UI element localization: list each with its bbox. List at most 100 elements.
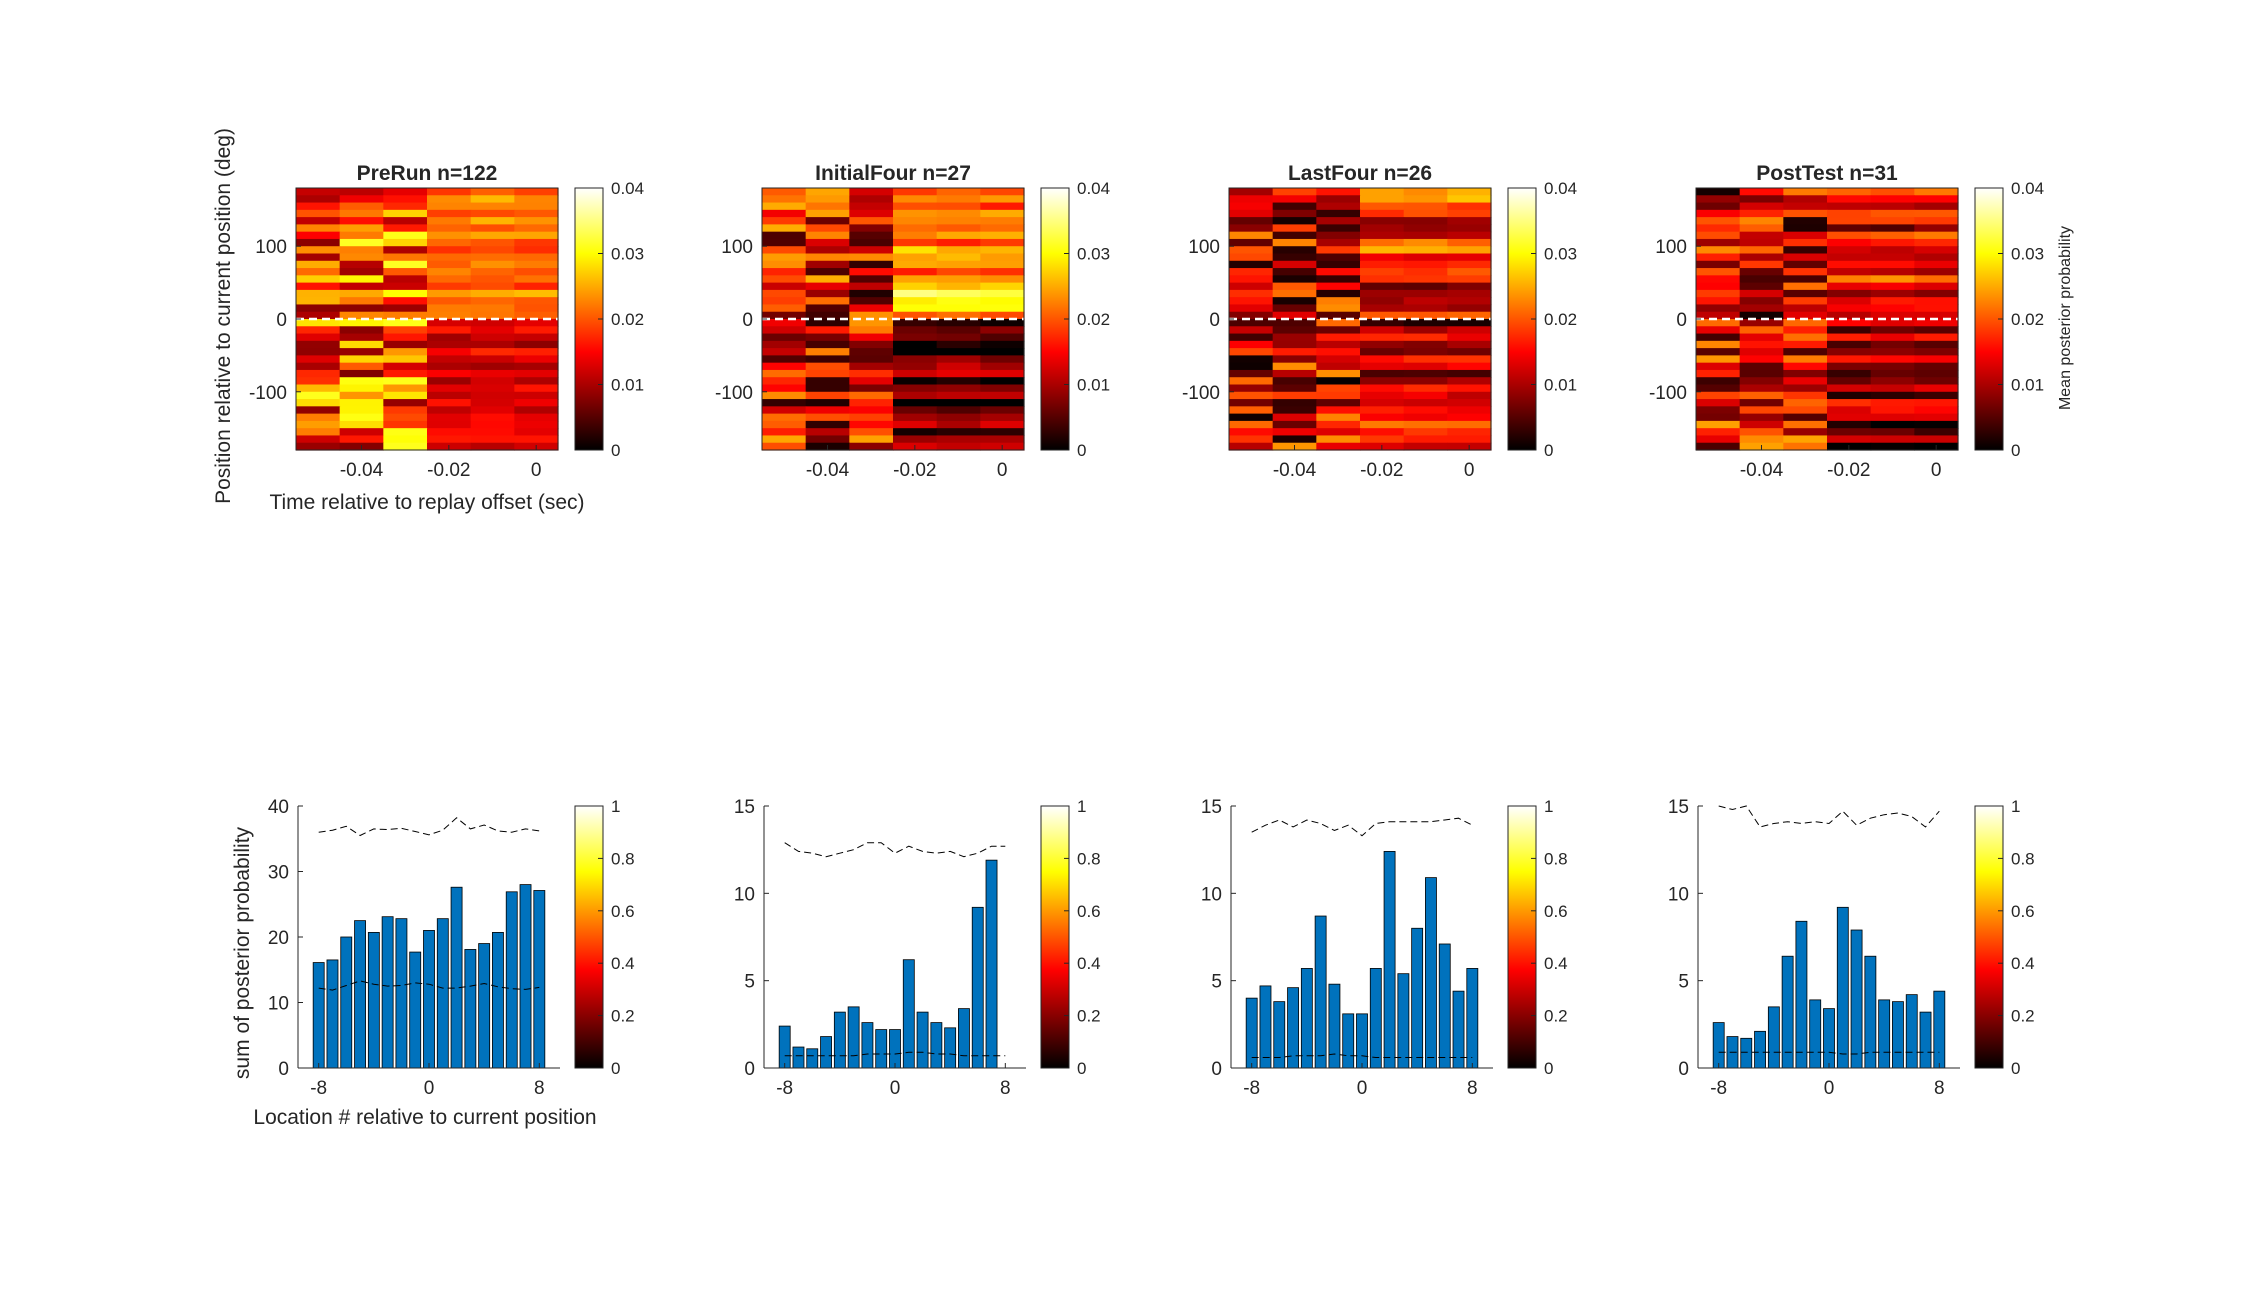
heatmap-cell-1-29-5 xyxy=(980,399,1025,407)
heatmap-cell-2-12-3 xyxy=(1360,275,1405,284)
bar-0-6 xyxy=(395,918,408,1069)
heatmap-cell-0-20-5 xyxy=(514,333,559,342)
heatmap-cell-0-18-3 xyxy=(427,319,472,327)
heatmap-colorbar-label-0-2: 0.02 xyxy=(611,310,644,329)
bar-2-9 xyxy=(1369,968,1382,1069)
bar-colorbar-label-1-5: 1 xyxy=(1077,797,1086,816)
heatmap-cell-2-24-2 xyxy=(1316,362,1361,371)
heatmap-cell-1-30-0 xyxy=(762,406,807,415)
heatmap-cell-2-14-2 xyxy=(1316,289,1361,298)
heatmap-cell-2-16-4 xyxy=(1403,304,1448,313)
heatmap-cell-3-18-5 xyxy=(1914,319,1959,327)
heatmap-cell-3-21-4 xyxy=(1870,340,1915,349)
heatmap-cell-3-31-0 xyxy=(1696,413,1741,422)
heatmap-cell-1-26-2 xyxy=(849,377,894,386)
heatmap-cell-0-3-3 xyxy=(427,209,472,218)
heatmap-cell-0-31-3 xyxy=(427,413,472,422)
heatmap-cell-1-4-1 xyxy=(805,217,850,225)
heatmap-cell-3-30-2 xyxy=(1783,406,1828,415)
bar-colorbar-label-1-0: 0 xyxy=(1077,1059,1086,1078)
heatmap-cell-2-3-1 xyxy=(1272,209,1317,218)
bar-lower-threshold-1 xyxy=(784,1051,1006,1057)
heatmap-cell-2-27-1 xyxy=(1272,384,1317,393)
heatmap-cell-1-23-4 xyxy=(936,355,981,364)
heatmap-cell-2-27-2 xyxy=(1316,384,1361,393)
heatmap-cell-0-8-3 xyxy=(427,246,472,255)
bar-2-7 xyxy=(1342,1013,1355,1069)
heatmap-cell-3-16-5 xyxy=(1914,304,1959,313)
heatmap-cell-2-2-2 xyxy=(1316,202,1361,211)
bar-ytick-label-3-3: 15 xyxy=(1668,797,1689,818)
heatmap-cell-1-32-5 xyxy=(980,420,1025,429)
heatmap-cell-0-4-4 xyxy=(470,217,515,225)
heatmap-cell-1-7-0 xyxy=(762,238,807,247)
heatmap-cell-0-34-4 xyxy=(470,435,515,444)
heatmap-cell-1-4-0 xyxy=(762,217,807,225)
bar-0-12 xyxy=(478,943,491,1069)
heatmap-cell-3-27-5 xyxy=(1914,384,1959,393)
heatmap-cell-1-25-1 xyxy=(805,369,850,378)
heatmap-cell-0-24-1 xyxy=(339,362,384,371)
heatmap-cell-2-14-5 xyxy=(1447,289,1492,298)
bar-upper-threshold-0 xyxy=(318,817,540,837)
bar-3-11 xyxy=(1864,955,1877,1069)
heatmap-cell-3-29-3 xyxy=(1827,399,1872,407)
heatmap-cell-0-11-3 xyxy=(427,268,472,276)
heatmap-cell-2-9-0 xyxy=(1229,253,1274,262)
bar-3-9 xyxy=(1836,906,1849,1069)
heatmap-cell-3-1-1 xyxy=(1739,195,1784,204)
heatmap-cell-0-3-5 xyxy=(514,209,559,218)
heatmap-cell-1-21-1 xyxy=(805,340,850,349)
heatmap-cell-1-33-1 xyxy=(805,428,850,437)
heatmap-cell-1-9-3 xyxy=(893,253,938,262)
heatmap-cell-1-20-1 xyxy=(805,333,850,342)
heatmap-cell-1-22-2 xyxy=(849,348,894,356)
bar-2-8 xyxy=(1356,1013,1368,1069)
heatmap-cell-0-4-0 xyxy=(296,217,341,225)
heatmap-cell-0-15-2 xyxy=(383,297,428,306)
heatmap-cell-1-7-1 xyxy=(805,238,850,247)
bar-colorbar-label-1-1: 0.2 xyxy=(1077,1007,1101,1026)
heatmap-cell-2-25-3 xyxy=(1360,369,1405,378)
heatmap-cell-3-26-4 xyxy=(1870,377,1915,386)
heatmap-cell-3-5-2 xyxy=(1783,224,1828,233)
heatmap-cell-0-29-5 xyxy=(514,399,559,407)
heatmap-cell-1-15-2 xyxy=(849,297,894,306)
heatmap-cell-3-25-5 xyxy=(1914,369,1959,378)
heatmap-cell-0-26-5 xyxy=(514,377,559,386)
bar-colorbar-label-2-0: 0 xyxy=(1544,1059,1553,1078)
heatmap-cell-0-29-1 xyxy=(339,399,384,407)
heatmap-cell-0-32-2 xyxy=(383,420,428,429)
heatmap-cell-0-19-0 xyxy=(296,326,341,335)
heatmap-cell-1-30-1 xyxy=(805,406,850,415)
heatmap-cell-1-7-3 xyxy=(893,238,938,247)
heatmap-cell-1-27-1 xyxy=(805,384,850,393)
bar-2-2 xyxy=(1273,1001,1286,1069)
heatmap-cell-3-18-1 xyxy=(1739,319,1784,327)
heatmap-cell-2-34-5 xyxy=(1447,435,1492,444)
bar-0-5 xyxy=(381,916,394,1069)
heatmap-cell-3-28-5 xyxy=(1914,391,1959,400)
heatmap-cell-2-10-5 xyxy=(1447,260,1492,269)
bar-colorbar-label-3-2: 0.4 xyxy=(2011,954,2035,973)
heatmap-cell-0-28-1 xyxy=(339,391,384,400)
heatmap-cell-2-26-1 xyxy=(1272,377,1317,386)
heatmap-cell-0-10-5 xyxy=(514,260,559,269)
heatmap-cell-0-22-3 xyxy=(427,348,472,356)
heatmap-cell-2-34-2 xyxy=(1316,435,1361,444)
heatmap-cell-3-34-5 xyxy=(1914,435,1959,444)
heatmap-cell-2-23-1 xyxy=(1272,355,1317,364)
bar-colorbar-label-2-3: 0.6 xyxy=(1544,902,1568,921)
heatmap-cell-2-21-1 xyxy=(1272,340,1317,349)
bar-lower-threshold-2 xyxy=(1251,1053,1473,1058)
heatmap-cell-1-30-3 xyxy=(893,406,938,415)
bar-2-15 xyxy=(1452,990,1465,1069)
heatmap-cell-2-13-3 xyxy=(1360,282,1405,291)
heatmap-cell-0-32-0 xyxy=(296,420,341,429)
heatmap-cell-2-25-2 xyxy=(1316,369,1361,378)
heatmap-xtick-label-1-2: 0 xyxy=(997,460,1008,481)
bar-0-9 xyxy=(436,918,449,1069)
bar-ytick-label-2-0: 0 xyxy=(1211,1059,1222,1080)
bar-colorbar-0 xyxy=(574,805,604,1069)
heatmap-cell-0-17-3 xyxy=(427,311,472,320)
